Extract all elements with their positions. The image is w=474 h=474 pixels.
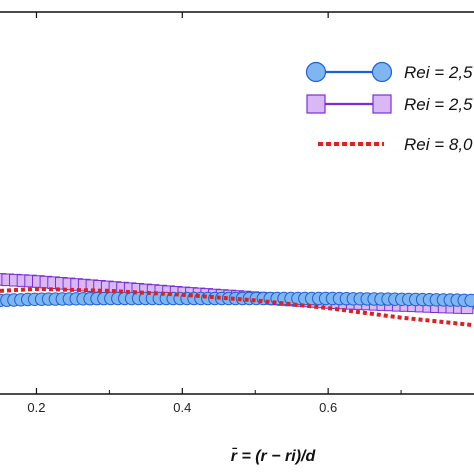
series-line <box>0 286 474 328</box>
x-tick-label: 0.2 <box>27 400 45 415</box>
x-tick-label: 0.6 <box>319 400 337 415</box>
x-axis-label: r̄ = (r − ri)/d <box>231 446 317 465</box>
data-point <box>464 293 474 308</box>
legend-marker <box>372 94 392 114</box>
legend-marker <box>371 61 393 83</box>
x-tick-label: 0.4 <box>173 400 191 415</box>
plot-area <box>0 273 474 328</box>
legend-item-2: Rei = 8,0 <box>318 135 473 154</box>
series-0 <box>0 291 474 308</box>
legend-label: Rei = 2,5 <box>404 63 473 82</box>
series-2 <box>0 286 474 328</box>
axes: 0.2 0.4 0.6 <box>0 11 474 415</box>
legend-marker <box>305 61 327 83</box>
legend-marker <box>306 94 326 114</box>
legend-item-1: Rei = 2,5 <box>306 94 473 114</box>
legend: Rei = 2,5 Rei = 2,5 Rei = 8,0 <box>305 61 473 154</box>
legend-label: Rei = 8,0 <box>404 135 473 154</box>
legend-label: Rei = 2,5 <box>404 95 473 114</box>
legend-item-0: Rei = 2,5 <box>305 61 473 83</box>
